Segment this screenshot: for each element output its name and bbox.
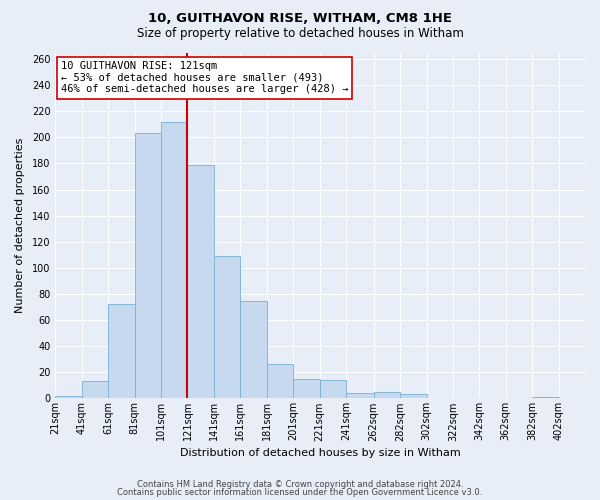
Text: Contains HM Land Registry data © Crown copyright and database right 2024.: Contains HM Land Registry data © Crown c… <box>137 480 463 489</box>
Y-axis label: Number of detached properties: Number of detached properties <box>15 138 25 313</box>
Bar <box>532 397 559 398</box>
X-axis label: Distribution of detached houses by size in Witham: Distribution of detached houses by size … <box>180 448 461 458</box>
Bar <box>108 304 134 398</box>
Bar <box>400 394 427 398</box>
Bar <box>55 396 82 398</box>
Text: Contains public sector information licensed under the Open Government Licence v3: Contains public sector information licen… <box>118 488 482 497</box>
Bar <box>320 380 346 398</box>
Bar <box>241 300 267 398</box>
Bar <box>134 134 161 398</box>
Bar <box>374 392 400 398</box>
Bar <box>187 165 214 398</box>
Bar <box>267 364 293 398</box>
Bar <box>346 393 374 398</box>
Bar <box>214 256 241 398</box>
Text: Size of property relative to detached houses in Witham: Size of property relative to detached ho… <box>137 28 463 40</box>
Text: 10, GUITHAVON RISE, WITHAM, CM8 1HE: 10, GUITHAVON RISE, WITHAM, CM8 1HE <box>148 12 452 26</box>
Bar <box>161 122 187 398</box>
Text: 10 GUITHAVON RISE: 121sqm
← 53% of detached houses are smaller (493)
46% of semi: 10 GUITHAVON RISE: 121sqm ← 53% of detac… <box>61 61 348 94</box>
Bar <box>82 382 108 398</box>
Bar <box>293 379 320 398</box>
